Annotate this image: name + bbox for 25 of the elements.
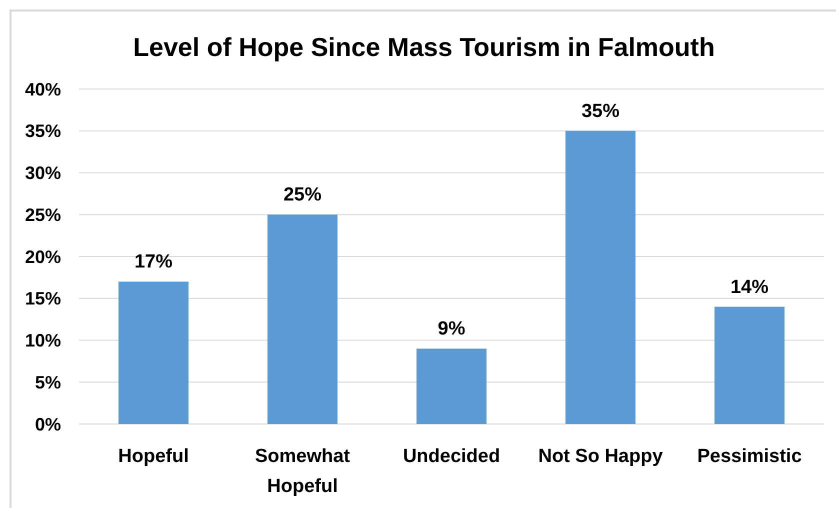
data-label: 25%: [283, 184, 322, 206]
y-tick-label: 10%: [24, 330, 61, 351]
y-tick-label: 25%: [24, 204, 61, 225]
y-tick-label: 5%: [34, 372, 61, 392]
bar: [416, 348, 487, 424]
data-label: 35%: [581, 100, 620, 122]
bar: [267, 214, 338, 424]
x-tick-label: Hopeful: [118, 446, 189, 467]
y-tick-label: 20%: [24, 246, 61, 267]
y-tick-label: 35%: [24, 121, 61, 142]
data-label: 14%: [730, 276, 769, 298]
bar: [118, 282, 189, 424]
bar: [565, 130, 636, 424]
y-tick-label: 30%: [24, 163, 61, 184]
x-tick-label: Pessimistic: [697, 446, 802, 467]
y-tick-label: 40%: [24, 79, 61, 100]
chart-title: Level of Hope Since Mass Tourism in Falmouth: [133, 32, 715, 62]
y-tick-label: 15%: [24, 288, 61, 309]
x-tick-label: Undecided: [402, 446, 500, 467]
data-label: 9%: [438, 318, 466, 340]
x-tick-label: Somewhat Hopeful: [254, 446, 351, 497]
data-label: 17%: [134, 252, 173, 273]
x-tick-label: Not So Happy: [538, 446, 664, 467]
bar: [714, 306, 785, 424]
y-tick-label: 0%: [34, 414, 61, 434]
